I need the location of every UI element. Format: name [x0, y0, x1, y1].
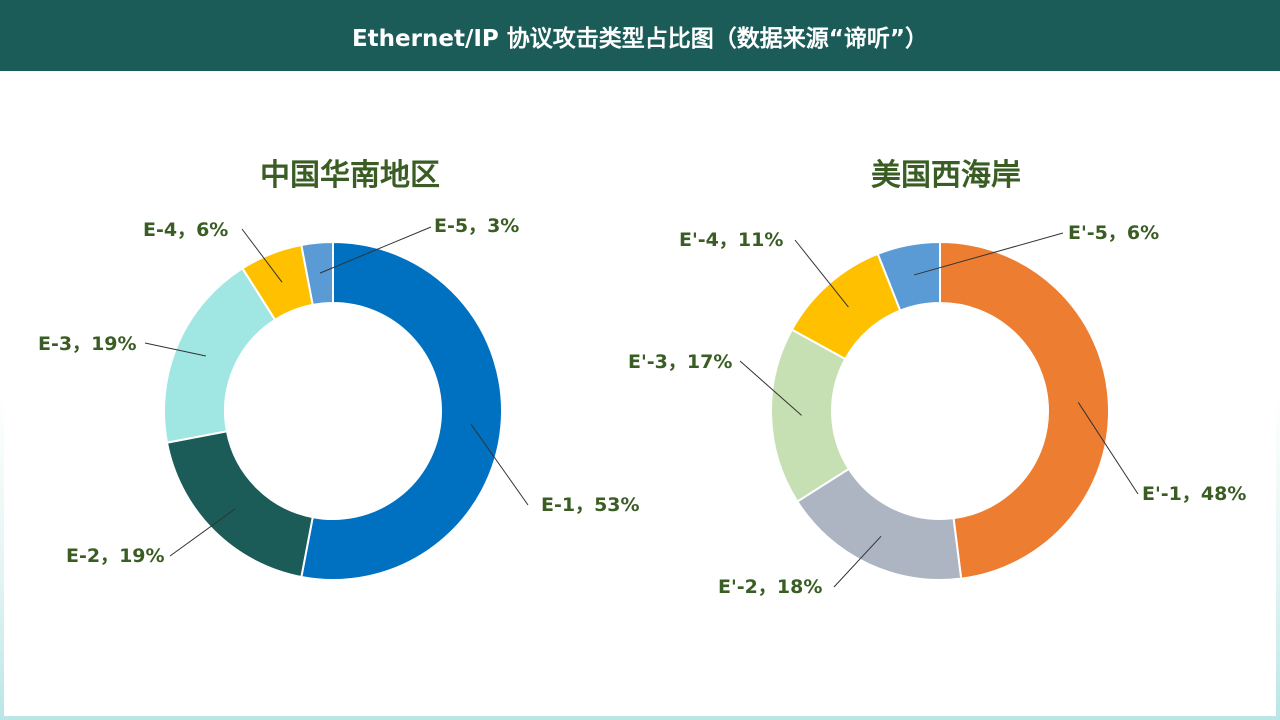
leader-line-E'-1: [1077, 402, 1139, 495]
donut-slice-E-2: [165, 430, 314, 579]
data-label-E'-5: E'-5，6%: [1068, 222, 1159, 244]
page-title: Ethernet/IP 协议攻击类型占比图（数据来源“谛听”）: [351, 25, 929, 52]
leader-line-E'-2: [833, 535, 882, 588]
data-label-E'-3: E'-3，17%: [628, 351, 732, 373]
leader-line-E-3: [144, 342, 206, 357]
data-label-E'-1: E'-1，48%: [1142, 483, 1246, 505]
donut-slice-E'-5: [876, 240, 941, 312]
data-label-E-2: E-2，19%: [66, 545, 165, 567]
title-bar: Ethernet/IP 协议攻击类型占比图（数据来源“谛听”）: [0, 0, 1280, 71]
data-label-E'-2: E'-2，18%: [718, 576, 822, 598]
right-chart-title: 美国西海岸: [871, 158, 1021, 193]
leader-line-E'-3: [739, 360, 802, 416]
data-label-E-5: E-5，3%: [434, 215, 519, 237]
leader-line-E'-4: [794, 239, 849, 308]
leader-line-E-1: [470, 423, 529, 506]
left-donut-chart: E-1，53% E-2，19% E-3，19% E-4，6% E-5，3%: [38, 215, 640, 581]
data-label-E-4: E-4，6%: [143, 219, 228, 241]
leader-line-E'-5: [913, 232, 1064, 276]
data-label-E-1: E-1，53%: [541, 494, 640, 516]
left-chart-title: 中国华南地区: [260, 158, 440, 193]
leader-line-E-2: [169, 508, 236, 557]
right-donut-chart: E'-1，48% E'-2，18% E'-3，17% E'-4，11% E'-5，6%: [628, 222, 1246, 598]
donut-slice-E-5: [300, 240, 334, 307]
data-label-E'-4: E'-4，11%: [679, 229, 783, 251]
donut-slice-E'-1: [939, 240, 1110, 580]
data-label-E-3: E-3，19%: [38, 333, 137, 355]
leader-line-E-4: [241, 228, 283, 283]
leader-line-E-5: [319, 226, 432, 274]
donut-slice-E-1: [300, 240, 503, 581]
